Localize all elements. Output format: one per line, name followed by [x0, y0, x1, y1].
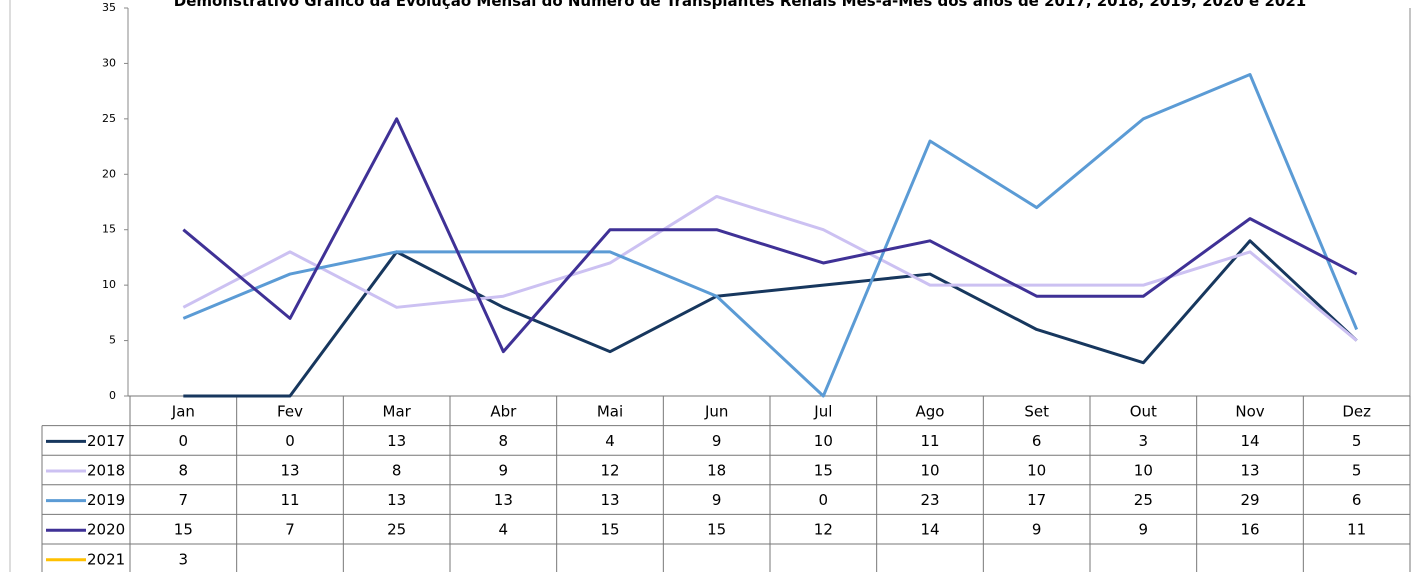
table-value: 18 — [707, 462, 726, 480]
table-value: 16 — [1240, 521, 1259, 539]
table-value: 25 — [1134, 491, 1153, 509]
table-value: 3 — [1139, 432, 1149, 450]
x-tick-label: Mai — [597, 402, 623, 420]
legend-label: 2019 — [87, 491, 125, 509]
y-tick-label: 15 — [102, 223, 116, 236]
table-value: 10 — [920, 462, 939, 480]
table-value: 15 — [600, 521, 619, 539]
table-value: 4 — [605, 432, 615, 450]
table-value: 15 — [814, 462, 833, 480]
y-tick-label: 10 — [102, 278, 116, 291]
y-tick-label: 25 — [102, 112, 116, 125]
table-value: 0 — [819, 491, 829, 509]
table-value: 12 — [814, 521, 833, 539]
x-tick-label: Dez — [1342, 402, 1371, 420]
table-value: 9 — [712, 491, 722, 509]
table-value: 13 — [494, 491, 513, 509]
table-value: 15 — [174, 521, 193, 539]
table-value: 11 — [920, 432, 939, 450]
table-value: 23 — [920, 491, 939, 509]
table-value: 4 — [499, 521, 509, 539]
x-tick-label: Nov — [1235, 402, 1264, 420]
table-value: 6 — [1032, 432, 1042, 450]
y-tick-label: 0 — [109, 389, 116, 402]
table-value: 14 — [920, 521, 939, 539]
series-line — [182, 73, 1359, 398]
legend-label: 2017 — [87, 432, 125, 450]
table-value: 3 — [179, 550, 189, 568]
y-tick-label: 20 — [102, 167, 116, 180]
y-tick-label: 35 — [102, 1, 116, 14]
table-value: 9 — [1139, 521, 1149, 539]
x-tick-label: Jan — [171, 402, 195, 420]
x-tick-label: Abr — [490, 402, 517, 420]
table-value: 10 — [1134, 462, 1153, 480]
table-value: 10 — [814, 432, 833, 450]
legend-label: 2021 — [87, 550, 125, 568]
series-line — [182, 194, 1358, 342]
y-tick-label: 30 — [102, 56, 116, 69]
x-tick-label: Set — [1024, 402, 1049, 420]
table-value: 15 — [707, 521, 726, 539]
table-value: 13 — [387, 432, 406, 450]
table-value: 7 — [285, 521, 295, 539]
x-tick-label: Mar — [383, 402, 412, 420]
legend-label: 2020 — [87, 521, 125, 539]
legend-label: 2018 — [87, 462, 125, 480]
table-value: 9 — [1032, 521, 1042, 539]
table-value: 13 — [280, 462, 299, 480]
table-value: 0 — [285, 432, 295, 450]
table-value: 11 — [1347, 521, 1366, 539]
table-value: 29 — [1240, 491, 1259, 509]
table-value: 13 — [600, 491, 619, 509]
x-tick-label: Out — [1130, 402, 1157, 420]
table-value: 5 — [1352, 462, 1362, 480]
x-tick-label: Fev — [277, 402, 303, 420]
table-value: 17 — [1027, 491, 1046, 509]
table-value: 9 — [712, 432, 722, 450]
table-value: 9 — [499, 462, 509, 480]
table-value: 11 — [280, 491, 299, 509]
table-value: 0 — [179, 432, 189, 450]
table-value: 6 — [1352, 491, 1362, 509]
series-line — [182, 117, 1358, 354]
x-tick-label: Jun — [704, 402, 728, 420]
table-value: 12 — [600, 462, 619, 480]
x-tick-label: Jul — [813, 402, 832, 420]
table-value: 8 — [392, 462, 402, 480]
table-value: 13 — [387, 491, 406, 509]
table-value: 14 — [1240, 432, 1259, 450]
y-tick-label: 5 — [109, 334, 116, 347]
chart-title: Demonstrativo Gráfico da Evolução Mensal… — [173, 0, 1307, 10]
table-value: 10 — [1027, 462, 1046, 480]
table-value: 8 — [499, 432, 509, 450]
table-value: 7 — [179, 491, 189, 509]
table-value: 13 — [1240, 462, 1259, 480]
table-value: 8 — [179, 462, 189, 480]
table-value: 25 — [387, 521, 406, 539]
series-line — [183, 239, 1358, 398]
table-value: 5 — [1352, 432, 1362, 450]
x-tick-label: Ago — [916, 402, 945, 420]
